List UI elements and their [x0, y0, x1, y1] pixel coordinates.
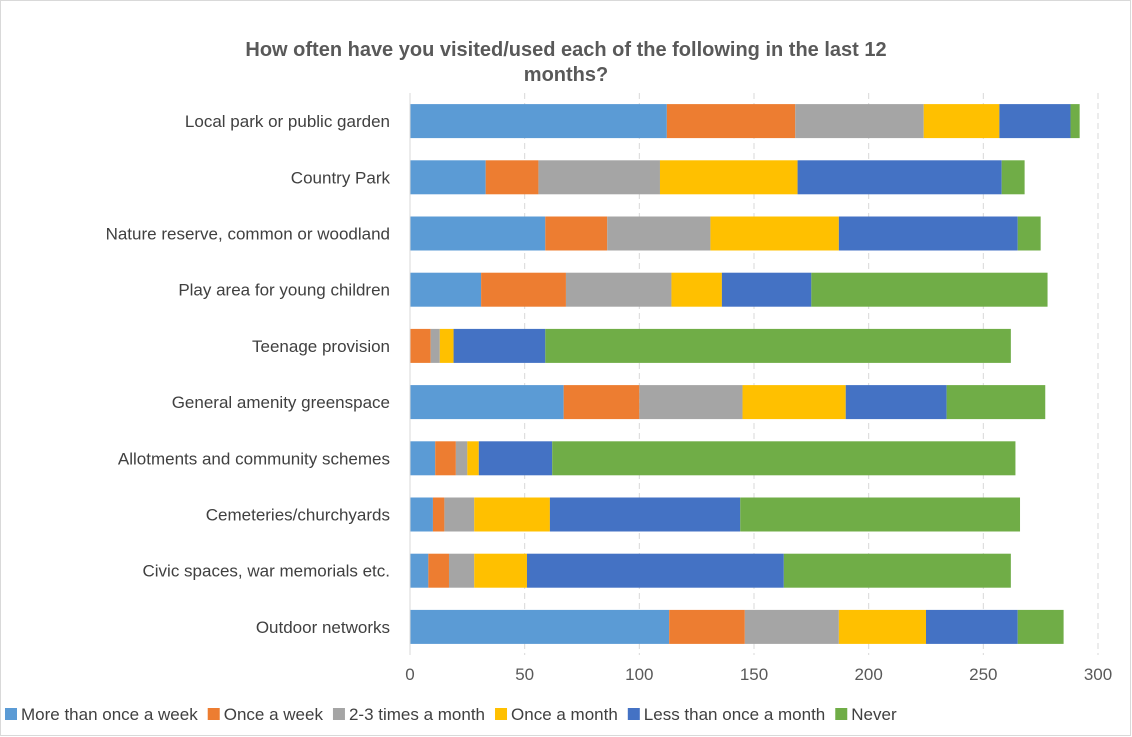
bar-segment — [410, 553, 429, 588]
bar-segment — [444, 497, 475, 532]
bar-segment — [740, 497, 1021, 532]
bar-segment — [410, 272, 482, 307]
bar-segment — [926, 609, 1018, 644]
bar-segment — [455, 441, 468, 476]
bar-segment — [1017, 609, 1064, 644]
bar-segment — [666, 104, 796, 139]
bar-segment — [410, 160, 486, 195]
bar-segment — [549, 497, 741, 532]
chart-title-line-1: How often have you visited/used each of … — [245, 39, 886, 61]
bar-segment — [481, 272, 566, 307]
bar-segment — [538, 160, 660, 195]
bar-segment — [410, 385, 564, 420]
bar-segment — [439, 328, 454, 363]
x-tick-label: 300 — [1084, 665, 1112, 684]
legend-label: 2-3 times a month — [349, 705, 485, 724]
bar-segment — [526, 553, 784, 588]
bar-segment — [410, 609, 670, 644]
category-label: Cemeteries/churchyards — [206, 506, 390, 525]
legend-swatch — [207, 708, 220, 720]
legend-label: Never — [851, 705, 897, 724]
bar-segment — [410, 328, 431, 363]
bar-segment — [478, 441, 553, 476]
bar-segment — [795, 104, 924, 139]
bar-segment — [410, 216, 546, 251]
bars — [410, 104, 1080, 644]
bar-segment — [410, 497, 433, 532]
bar-segment — [432, 497, 445, 532]
legend-swatch — [495, 708, 508, 720]
category-label: Allotments and community schemes — [118, 449, 390, 468]
category-label: Play area for young children — [178, 281, 390, 300]
bar-segment — [811, 272, 1048, 307]
bar-segment — [744, 609, 839, 644]
bar-segment — [552, 441, 1016, 476]
bar-segment — [430, 328, 440, 363]
category-label: Outdoor networks — [256, 618, 390, 637]
x-tick-label: 0 — [405, 665, 414, 684]
bar-segment — [545, 328, 1011, 363]
bar-segment — [797, 160, 1002, 195]
bar-segment — [671, 272, 722, 307]
bar-segment — [838, 216, 1018, 251]
chart-title-line-2: months? — [524, 64, 608, 86]
x-tick-label: 200 — [854, 665, 882, 684]
bar-segment — [410, 104, 667, 139]
legend-label: Once a week — [224, 705, 324, 724]
bar-segment — [435, 441, 456, 476]
bar-segment — [845, 385, 947, 420]
bar-segment — [1017, 216, 1041, 251]
bar-segment — [565, 272, 672, 307]
legend-label: Once a month — [511, 705, 618, 724]
category-label: Local park or public garden — [185, 112, 390, 131]
category-label: Teenage provision — [252, 337, 390, 356]
bar-segment — [467, 441, 479, 476]
bar-segment — [563, 385, 640, 420]
bar-segment — [485, 160, 539, 195]
bar-segment — [923, 104, 1000, 139]
x-tick-label: 100 — [625, 665, 653, 684]
bar-segment — [659, 160, 798, 195]
bar-segment — [545, 216, 608, 251]
bar-segment — [448, 553, 475, 588]
x-tick-label: 50 — [515, 665, 534, 684]
x-tick-labels: 0 50 100 150 200 250 300 — [405, 665, 1112, 684]
legend: More than once a week Once a week 2-3 time… — [5, 705, 897, 724]
bar-segment — [721, 272, 812, 307]
bar-segment — [1070, 104, 1080, 139]
bar-segment — [410, 441, 436, 476]
x-tick-label: 150 — [740, 665, 768, 684]
bar-segment — [710, 216, 839, 251]
bar-segment — [607, 216, 711, 251]
bar-segment — [946, 385, 1046, 420]
bar-segment — [474, 497, 550, 532]
bar-segment — [838, 609, 926, 644]
legend-swatch — [5, 708, 17, 720]
chart-title: How often have you visited/used each of … — [245, 39, 886, 86]
category-label: Country Park — [291, 168, 391, 187]
bar-segment — [742, 385, 846, 420]
category-label: Civic spaces, war memorials etc. — [142, 562, 390, 581]
legend-swatch — [627, 708, 640, 720]
bar-segment — [999, 104, 1071, 139]
bar-segment — [783, 553, 1011, 588]
bar-segment — [474, 553, 527, 588]
bar-segment — [639, 385, 743, 420]
bar-segment — [428, 553, 449, 588]
bar-segment — [669, 609, 745, 644]
category-label: Nature reserve, common or woodland — [106, 225, 390, 244]
legend-swatch — [835, 708, 848, 720]
category-label: General amenity greenspace — [172, 393, 390, 412]
legend-swatch — [332, 708, 345, 720]
bar-segment — [1001, 160, 1025, 195]
legend-label: Less than once a month — [644, 705, 825, 724]
category-labels: Local park or public garden Country Park N… — [106, 112, 391, 637]
x-tick-label: 250 — [969, 665, 997, 684]
bar-segment — [453, 328, 546, 363]
legend-label: More than once a week — [21, 705, 198, 724]
